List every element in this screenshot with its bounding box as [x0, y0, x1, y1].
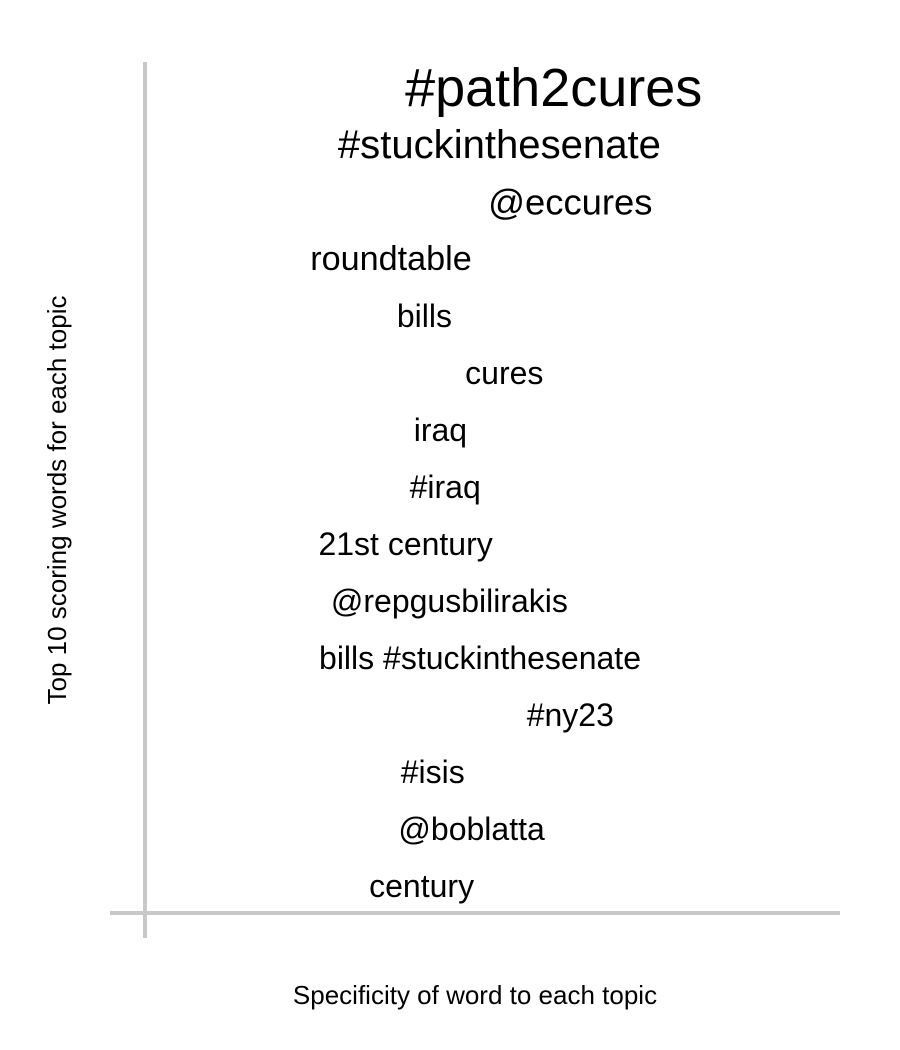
word-label: #stuckinthesenate [338, 123, 661, 167]
word-label: bills #stuckinthesenate [319, 640, 641, 676]
word-label: century [369, 868, 474, 904]
word-label: @boblatta [398, 811, 545, 847]
word-label: 21st century [318, 526, 492, 562]
word-label: cures [465, 355, 543, 391]
word-label: #isis [401, 754, 465, 790]
word-label: #path2cures [405, 58, 702, 118]
word-label: @repgusbilirakis [331, 583, 568, 619]
word-label: bills [397, 298, 452, 334]
word-label: iraq [414, 412, 467, 448]
x-axis-label: Specificity of word to each topic [293, 980, 657, 1010]
word-label: roundtable [310, 240, 472, 278]
word-label: @eccures [488, 182, 652, 223]
y-axis-label: Top 10 scoring words for each topic [42, 296, 72, 705]
word-label: #ny23 [527, 697, 614, 733]
words-group: #path2cures #stuckinthesenate @eccures roun… [310, 58, 702, 904]
word-label: #iraq [410, 469, 481, 505]
